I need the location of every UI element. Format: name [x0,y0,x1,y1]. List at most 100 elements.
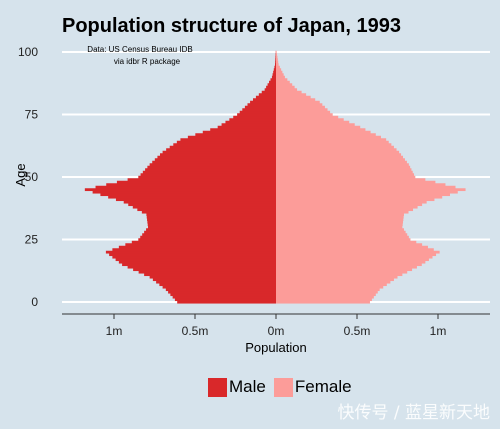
bar-female-age-23 [276,243,423,247]
bar-male-age-52 [142,170,276,174]
bar-female-age-82 [276,95,311,99]
bar-female-age-13 [276,268,413,272]
bar-male-age-84 [261,90,276,94]
bar-female-age-17 [276,258,429,262]
bar-male-age-96 [275,60,276,64]
bar-female-age-15 [276,263,422,267]
legend-item-female: Female [273,377,356,397]
bar-male-age-25 [138,238,276,242]
bar-female-age-49 [276,178,426,182]
bar-male-age-58 [157,155,276,159]
bar-female-age-46 [276,185,456,189]
bar-female-age-36 [276,210,409,214]
x-tick-label: 0.5m [182,324,209,338]
bar-female-age-22 [276,245,428,249]
bar-male-age-15 [122,263,276,267]
bar-male-age-16 [118,260,276,264]
bar-male-age-33 [147,218,276,222]
bar-female-age-0 [276,300,370,304]
bar-male-age-64 [176,140,276,144]
bar-female-age-2 [276,295,374,299]
source-note-line-2: via idbr R package [114,57,181,66]
bar-female-age-68 [276,130,371,134]
bar-female-age-67 [276,133,376,137]
bar-female-age-56 [276,160,407,164]
source-note-line-1: Data: US Census Bureau IDB [87,45,192,54]
bar-male-age-98 [275,55,276,59]
bar-male-age-72 [225,120,276,124]
bar-male-age-35 [146,213,276,217]
bar-male-age-59 [160,153,276,157]
bar-female-age-64 [276,140,389,144]
bar-male-age-62 [169,145,276,149]
bar-male-age-73 [229,118,276,122]
bar-male-age-23 [125,243,276,247]
bar-female-age-51 [276,173,415,177]
bar-male-age-68 [202,130,276,134]
axes-group: 1m 0.5m 0m 0.5m 1m 0 25 50 75 100 [18,45,490,338]
bar-female-age-20 [276,250,440,254]
bar-female-age-27 [276,233,408,237]
bar-female-age-50 [276,175,416,179]
bar-male-age-69 [210,128,276,132]
bar-female-age-5 [276,288,380,292]
bar-male-age-86 [266,85,276,89]
bar-male-age-26 [140,235,276,239]
bar-male-age-56 [152,160,276,164]
bar-male-age-21 [112,248,276,252]
bar-male-age-39 [128,203,276,207]
bar-female-age-52 [276,170,413,174]
bar-female-age-77 [276,108,328,112]
bar-male-age-29 [146,228,276,232]
bar-male-age-11 [144,273,276,277]
bar-female-age-10 [276,275,398,279]
bar-male-age-81 [252,98,276,102]
bar-female-age-95 [276,63,279,67]
bar-female-age-93 [276,68,282,72]
bar-female-age-12 [276,270,408,274]
bar-female-age-86 [276,85,295,89]
bar-male-age-54 [147,165,276,169]
bar-female-age-14 [276,265,417,269]
bar-male-age-41 [115,198,276,202]
bar-female-age-98 [276,55,278,59]
bar-male-age-50 [138,175,276,179]
bar-female-age-88 [276,80,290,84]
bar-male-age-67 [195,133,276,137]
y-tick-label: 100 [18,45,38,59]
bar-male-age-1 [174,298,276,302]
bar-female-age-54 [276,165,411,169]
bar-male-age-70 [217,125,276,129]
bar-male-age-30 [148,225,276,229]
bar-male-age-97 [275,58,276,62]
y-tick-label: 50 [25,170,39,184]
watermark: 快传号 / 蓝星新天地 [337,403,490,423]
bar-female-age-97 [276,58,278,62]
x-tick-label: 0m [268,324,285,338]
bar-male-age-90 [271,75,276,79]
legend-swatch-female [273,377,293,397]
bar-male-age-31 [147,223,276,227]
x-tick-label: 1m [106,324,123,338]
bar-female-age-83 [276,93,307,97]
bar-female-age-29 [276,228,404,232]
bar-male-age-20 [105,250,277,254]
bar-male-age-9 [152,278,276,282]
bar-male-age-76 [239,110,276,114]
bar-female-age-69 [276,128,366,132]
bar-male-age-74 [233,115,276,119]
bar-female-age-8 [276,280,391,284]
y-tick-label: 25 [25,233,39,247]
bar-female-age-76 [276,110,331,114]
bar-male-age-28 [144,230,276,234]
bar-male-age-65 [180,138,276,142]
bar-male-age-57 [154,158,276,162]
bar-male-age-47 [106,183,276,187]
bar-female-age-43 [276,193,450,197]
bar-male-age-80 [250,100,276,104]
bar-male-age-48 [116,180,276,184]
bar-male-age-87 [267,83,276,87]
bar-female-age-85 [276,88,298,92]
bar-female-age-66 [276,135,381,139]
